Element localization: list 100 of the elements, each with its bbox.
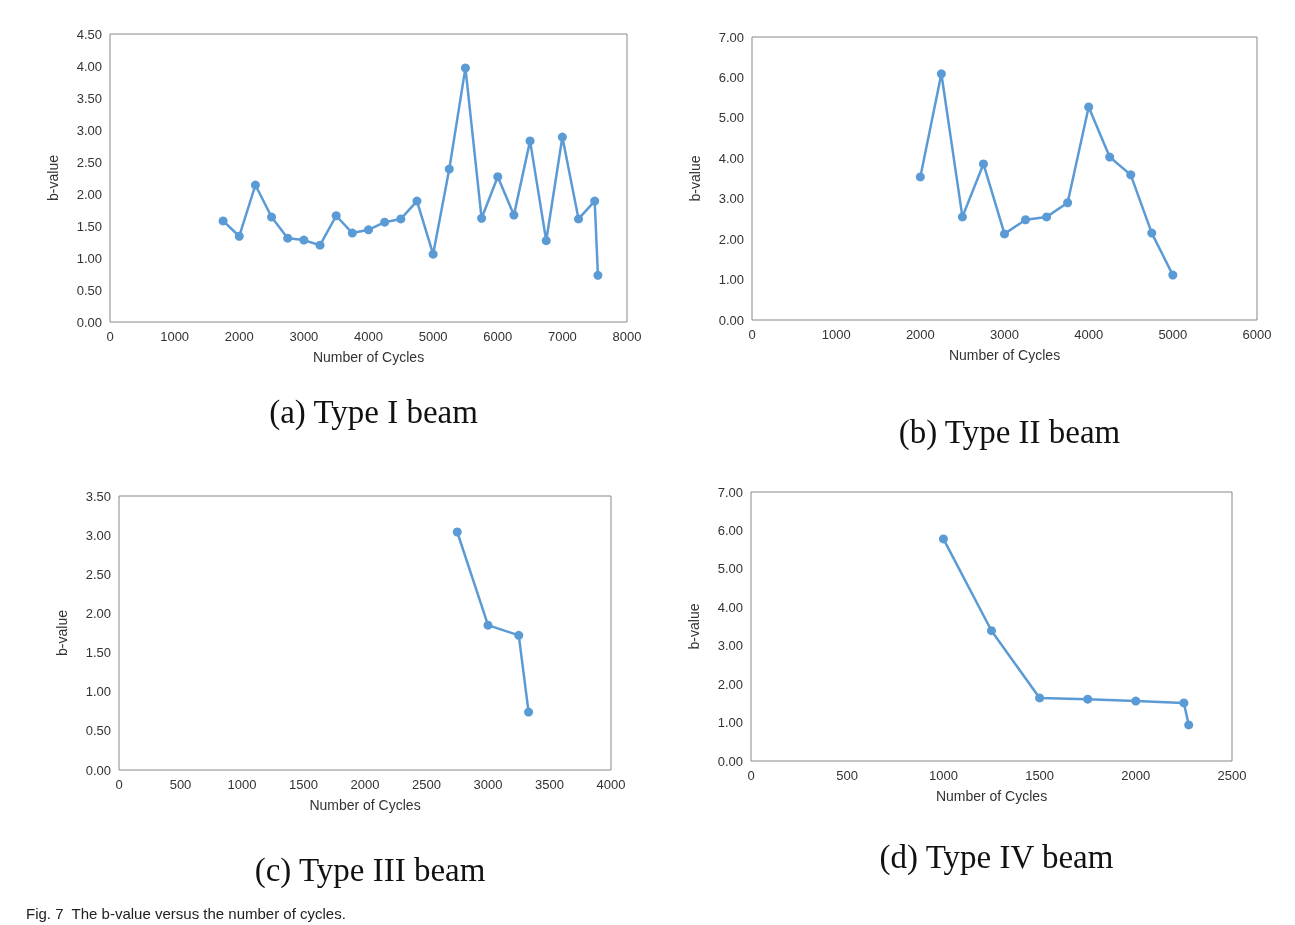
point bbox=[444, 164, 454, 174]
point bbox=[452, 527, 462, 537]
y-tick-label: 0.50 bbox=[85, 723, 111, 739]
x-tick-label: 500 bbox=[169, 777, 192, 792]
x-tick-label: 7000 bbox=[547, 329, 577, 344]
point bbox=[315, 240, 325, 250]
point bbox=[1179, 698, 1189, 708]
y-tick-label: 7.00 bbox=[718, 29, 744, 45]
x-tick-label: 6000 bbox=[483, 329, 513, 344]
y-tick-label: 2.50 bbox=[76, 154, 102, 170]
x-tick-label: 0 bbox=[106, 329, 114, 344]
y-tick-label: 1.00 bbox=[718, 272, 744, 288]
x-tick-label: 0 bbox=[748, 327, 756, 342]
y-axis-title: b-value bbox=[686, 603, 702, 650]
x-tick-label: 0 bbox=[747, 768, 755, 783]
x-tick-label: 3000 bbox=[289, 329, 319, 344]
x-tick-label: 0 bbox=[115, 777, 123, 792]
x-axis-title: Number of Cycles bbox=[312, 349, 425, 365]
x-tick-label: 1000 bbox=[928, 768, 958, 783]
y-axis-title: b-value bbox=[45, 154, 61, 201]
y-tick-label: 6.00 bbox=[718, 69, 744, 85]
x-tick-label: 2000 bbox=[1121, 768, 1151, 783]
y-tick-label: 7.00 bbox=[717, 484, 743, 500]
x-tick-label: 5000 bbox=[1158, 327, 1188, 342]
y-tick-label: 1.50 bbox=[85, 645, 111, 661]
point bbox=[936, 69, 946, 79]
x-tick-label: 1000 bbox=[227, 777, 257, 792]
point bbox=[364, 225, 373, 235]
point bbox=[1184, 720, 1194, 730]
y-tick-label: 2.50 bbox=[85, 566, 111, 582]
y-axis-title: b-value bbox=[54, 609, 70, 656]
point bbox=[593, 270, 603, 280]
x-tick-label: 4000 bbox=[596, 777, 626, 792]
y-tick-label: 3.00 bbox=[76, 122, 102, 138]
point bbox=[525, 136, 535, 146]
point bbox=[1105, 152, 1115, 162]
x-tick-label: 1500 bbox=[1025, 768, 1055, 783]
y-tick-label: 4.50 bbox=[76, 26, 102, 42]
point bbox=[590, 196, 600, 206]
x-tick-label: 6000 bbox=[1242, 327, 1272, 342]
y-tick-label: 6.00 bbox=[717, 522, 743, 538]
point bbox=[509, 210, 519, 220]
point bbox=[267, 212, 277, 222]
y-tick-label: 0.00 bbox=[717, 753, 743, 769]
text: (d) Type IV beam bbox=[879, 838, 1114, 876]
point bbox=[574, 214, 584, 224]
point bbox=[396, 214, 406, 224]
point bbox=[493, 172, 503, 182]
y-tick-label: 4.00 bbox=[76, 58, 102, 74]
point bbox=[412, 196, 422, 206]
point bbox=[938, 534, 948, 544]
point bbox=[514, 630, 524, 640]
text: (a) Type I beam bbox=[269, 393, 479, 431]
point bbox=[234, 231, 244, 241]
point bbox=[1131, 696, 1141, 706]
x-tick-label: 4000 bbox=[1074, 327, 1104, 342]
point bbox=[524, 707, 534, 717]
y-tick-label: 3.50 bbox=[85, 488, 111, 504]
point bbox=[331, 211, 341, 221]
x-tick-label: 3500 bbox=[535, 777, 564, 792]
x-tick-label: 2500 bbox=[412, 777, 441, 792]
x-tick-label: 4000 bbox=[354, 329, 383, 344]
point bbox=[1168, 270, 1178, 280]
y-tick-label: 4.00 bbox=[718, 150, 744, 166]
point bbox=[1147, 228, 1157, 238]
point bbox=[1021, 215, 1031, 225]
y-tick-label: 2.00 bbox=[76, 186, 102, 202]
y-tick-label: 4.00 bbox=[717, 599, 743, 615]
point bbox=[347, 228, 357, 238]
point bbox=[557, 132, 567, 142]
point bbox=[978, 159, 988, 169]
point bbox=[1042, 212, 1052, 222]
point bbox=[915, 172, 925, 182]
y-axis-title: b-value bbox=[687, 155, 703, 202]
point bbox=[541, 236, 551, 246]
y-tick-label: 3.00 bbox=[85, 527, 111, 543]
y-tick-label: 0.50 bbox=[76, 282, 102, 298]
point bbox=[1035, 693, 1045, 703]
y-tick-label: 0.00 bbox=[718, 312, 744, 328]
y-tick-label: 0.00 bbox=[85, 762, 111, 778]
text: (b) Type II beam bbox=[898, 413, 1121, 451]
y-tick-label: 5.00 bbox=[718, 110, 744, 126]
x-tick-label: 2000 bbox=[224, 329, 254, 344]
x-tick-label: 1000 bbox=[821, 327, 851, 342]
caption: Fig. 7 The b-value versus the number of cycles. bbox=[26, 905, 346, 922]
y-tick-label: 2.00 bbox=[718, 231, 744, 247]
y-tick-label: 3.50 bbox=[76, 90, 102, 106]
x-tick-label: 2000 bbox=[350, 777, 380, 792]
point bbox=[218, 216, 228, 226]
point bbox=[987, 626, 996, 636]
y-tick-label: 2.00 bbox=[717, 676, 743, 692]
y-tick-label: 2.00 bbox=[85, 605, 111, 621]
point bbox=[1000, 229, 1009, 239]
point bbox=[1063, 198, 1073, 208]
y-tick-label: 1.00 bbox=[76, 250, 102, 266]
x-tick-label: 2000 bbox=[905, 327, 935, 342]
point bbox=[428, 249, 438, 259]
x-axis-title: Number of Cycles bbox=[935, 788, 1048, 804]
point bbox=[957, 212, 967, 222]
y-tick-label: 5.00 bbox=[717, 561, 743, 577]
